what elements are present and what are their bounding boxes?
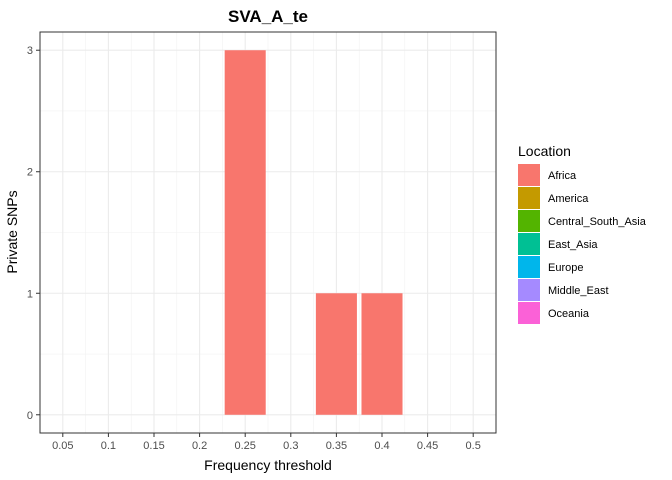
legend-key: [518, 279, 540, 301]
legend-label: East_Asia: [548, 239, 598, 251]
legend-key: [518, 210, 540, 232]
legend-label: America: [548, 193, 589, 205]
legend-key: [518, 233, 540, 255]
legend: Location Africa America Central_South_Asia…: [518, 143, 647, 324]
x-tick-label: 0.4: [374, 440, 389, 452]
legend-key: [518, 256, 540, 278]
legend-label: Middle_East: [548, 285, 609, 297]
x-tick-label: 0.25: [234, 440, 255, 452]
legend-label: Oceania: [548, 308, 590, 320]
bar: [361, 293, 403, 415]
x-axis-title: Frequency threshold: [204, 457, 332, 473]
x-tick-label: 0.45: [417, 440, 438, 452]
y-axis-ticks: 0 1 2 3: [27, 45, 40, 422]
bar: [224, 50, 266, 415]
plot-border: [39, 31, 497, 434]
legend-label: Central_South_Asia: [548, 216, 647, 228]
legend-title: Location: [518, 143, 571, 159]
bars: [224, 50, 403, 415]
y-tick-label: 3: [27, 45, 33, 57]
x-tick-label: 0.1: [101, 440, 116, 452]
x-tick-label: 0.5: [466, 440, 481, 452]
legend-key: [518, 302, 540, 324]
x-tick-label: 0.15: [143, 440, 164, 452]
x-axis-ticks: 0.05 0.1 0.15 0.2 0.25 0.3 0.35 0.4 0.45 0.5: [52, 433, 481, 452]
chart-title: SVA_A_te: [228, 7, 308, 26]
bar: [315, 293, 357, 415]
x-tick-label: 0.2: [192, 440, 207, 452]
y-tick-label: 1: [27, 288, 33, 300]
legend-label: Africa: [548, 170, 577, 182]
x-tick-label: 0.35: [326, 440, 347, 452]
x-tick-label: 0.3: [283, 440, 298, 452]
legend-key: [518, 164, 540, 186]
y-axis-title: Private SNPs: [4, 190, 20, 273]
x-tick-label: 0.05: [52, 440, 73, 452]
legend-label: Europe: [548, 262, 583, 274]
grid-minor: [40, 32, 496, 433]
y-tick-label: 0: [27, 410, 33, 422]
y-tick-label: 2: [27, 167, 33, 179]
legend-key: [518, 187, 540, 209]
